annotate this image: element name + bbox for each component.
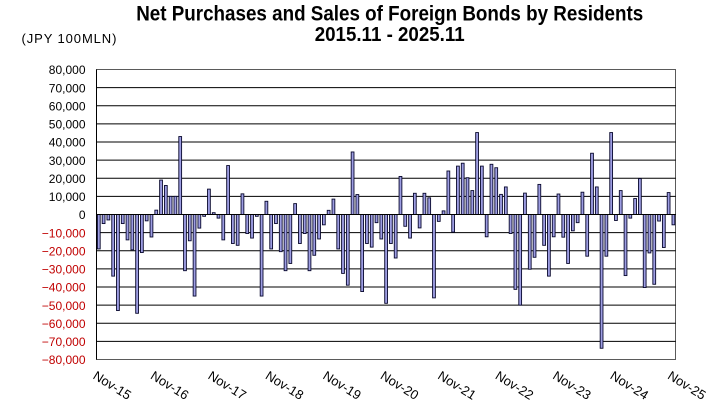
svg-text:50,000: 50,000 <box>49 118 86 132</box>
svg-text:−70,000: −70,000 <box>42 335 86 349</box>
svg-text:60,000: 60,000 <box>49 99 86 113</box>
svg-text:80,000: 80,000 <box>49 63 86 77</box>
svg-text:−30,000: −30,000 <box>42 263 86 277</box>
svg-text:−80,000: −80,000 <box>42 353 86 367</box>
svg-text:30,000: 30,000 <box>49 154 86 168</box>
svg-text:2015.11 - 2025.11: 2015.11 - 2025.11 <box>315 23 465 46</box>
svg-text:0: 0 <box>79 208 86 222</box>
svg-text:10,000: 10,000 <box>49 190 86 204</box>
svg-text:40,000: 40,000 <box>49 136 86 150</box>
svg-text:Net Purchases and Sales of For: Net Purchases and Sales of Foreign Bonds… <box>136 2 643 26</box>
svg-text:−60,000: −60,000 <box>42 317 86 331</box>
svg-text:−50,000: −50,000 <box>42 299 86 313</box>
svg-text:20,000: 20,000 <box>49 172 86 186</box>
svg-text:(JPY 100MLN): (JPY 100MLN) <box>22 31 118 46</box>
svg-text:−20,000: −20,000 <box>42 244 86 258</box>
svg-text:−40,000: −40,000 <box>42 281 86 295</box>
svg-text:70,000: 70,000 <box>49 81 86 95</box>
svg-text:−10,000: −10,000 <box>42 226 86 240</box>
